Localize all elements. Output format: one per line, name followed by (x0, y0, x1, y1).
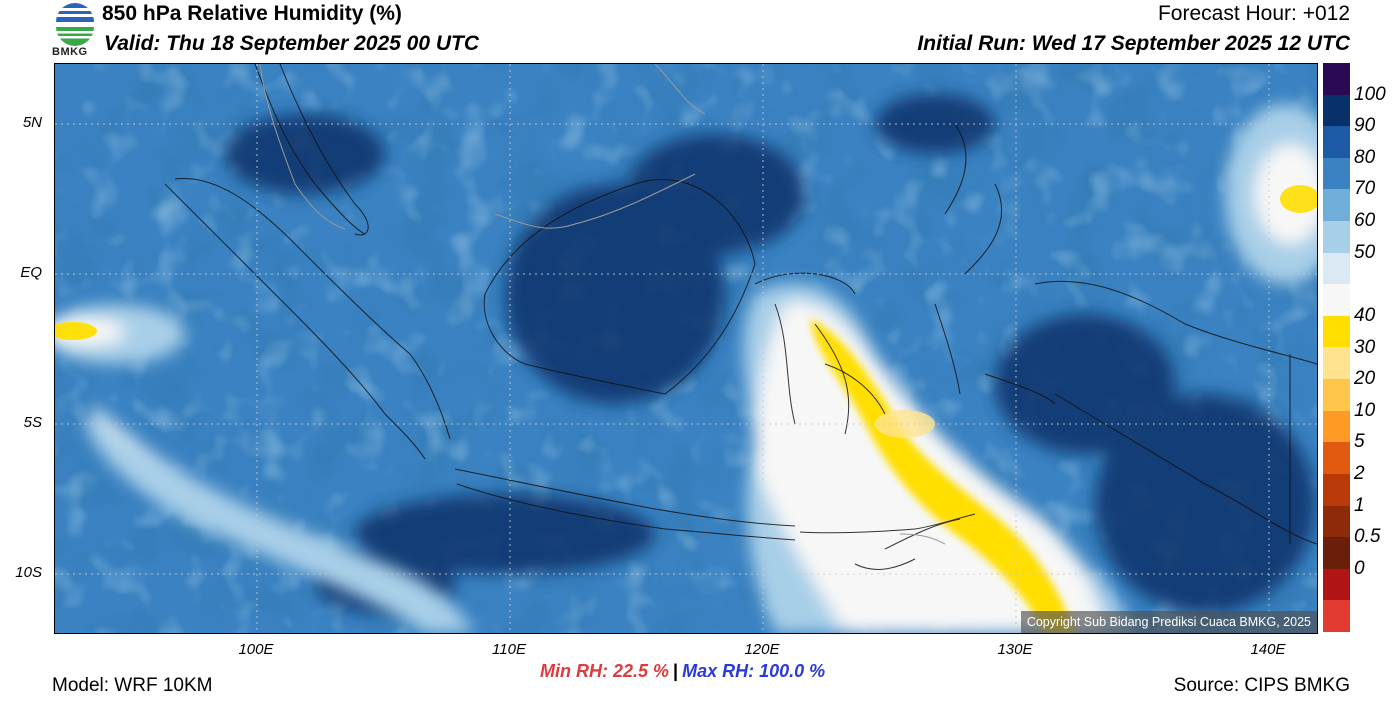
colorbar-label: 2 (1354, 462, 1365, 484)
chart-title: 850 hPa Relative Humidity (%) (102, 2, 402, 25)
colorbar-swatch (1323, 379, 1350, 411)
colorbar-swatch (1323, 126, 1350, 158)
bmkg-logo: BMKG (50, 0, 100, 62)
forecast-hour: Forecast Hour: +012 (1157, 2, 1350, 25)
lon-label-120e: 120E (744, 641, 780, 658)
colorbar-swatch (1323, 157, 1350, 190)
colorbar (1323, 63, 1350, 632)
colorbar-label: 1 (1354, 494, 1365, 516)
colorbar-label: 100 (1354, 83, 1386, 105)
colorbar-label: 50 (1354, 241, 1376, 263)
colorbar-swatch (1323, 410, 1350, 443)
rh-stats: Min RH: 22.5 % | Max RH: 100.0 % (540, 661, 825, 682)
lat-label-eq: EQ (20, 264, 42, 281)
lon-label-110e: 110E (492, 641, 526, 658)
min-rh: Min RH: 22.5 % (540, 661, 670, 681)
lat-label-10s: 10S (15, 564, 42, 581)
colorbar-swatch (1323, 252, 1350, 285)
colorbar-swatch (1323, 347, 1350, 380)
colorbar-label: 60 (1354, 210, 1376, 232)
colorbar-swatch (1323, 505, 1350, 538)
humidity-map: Copyright Sub Bidang Prediksi Cuaca BMKG… (54, 63, 1318, 634)
colorbar-swatch (1323, 568, 1350, 601)
colorbar-swatch (1323, 94, 1350, 127)
colorbar-swatch (1323, 442, 1350, 474)
colorbar-label: 0 (1354, 557, 1365, 579)
copyright-notice: Copyright Sub Bidang Prediksi Cuaca BMKG… (1020, 611, 1317, 633)
colorbar-label: 30 (1354, 336, 1376, 358)
colorbar-label: 80 (1354, 146, 1376, 168)
colorbar-swatch (1323, 537, 1350, 569)
lat-label-5n: 5N (22, 114, 42, 131)
colorbar-label: 5 (1354, 431, 1365, 453)
colorbar-swatch (1323, 315, 1350, 348)
colorbar-label: 0.5 (1354, 526, 1381, 548)
max-rh: Max RH: 100.0 % (682, 661, 826, 681)
model-label: Model: WRF 10KM (52, 675, 213, 696)
source-label: Source: CIPS BMKG (1173, 675, 1350, 696)
colorbar-swatch (1323, 221, 1350, 253)
lat-label-5s: 5S (23, 414, 42, 431)
colorbar-swatch (1323, 600, 1350, 632)
colorbar-label: 70 (1354, 178, 1376, 200)
initial-run: Initial Run: Wed 17 September 2025 12 UT… (917, 32, 1350, 55)
colorbar-label: 90 (1354, 115, 1376, 137)
lon-label-130e: 130E (997, 641, 1033, 658)
logo-text: BMKG (52, 46, 88, 58)
lon-label-100e: 100E (238, 641, 274, 658)
lon-label-140e: 140E (1250, 641, 1286, 658)
colorbar-swatch (1323, 284, 1350, 316)
map-field-svg (55, 64, 1317, 633)
valid-time: Valid: Thu 18 September 2025 00 UTC (104, 32, 480, 55)
colorbar-swatch (1323, 473, 1350, 506)
stats-separator: | (673, 661, 679, 681)
colorbar-swatch (1323, 189, 1350, 222)
colorbar-label: 40 (1354, 304, 1376, 326)
colorbar-label: 10 (1354, 399, 1376, 421)
colorbar-swatch (1323, 63, 1350, 95)
colorbar-label: 20 (1354, 368, 1376, 390)
